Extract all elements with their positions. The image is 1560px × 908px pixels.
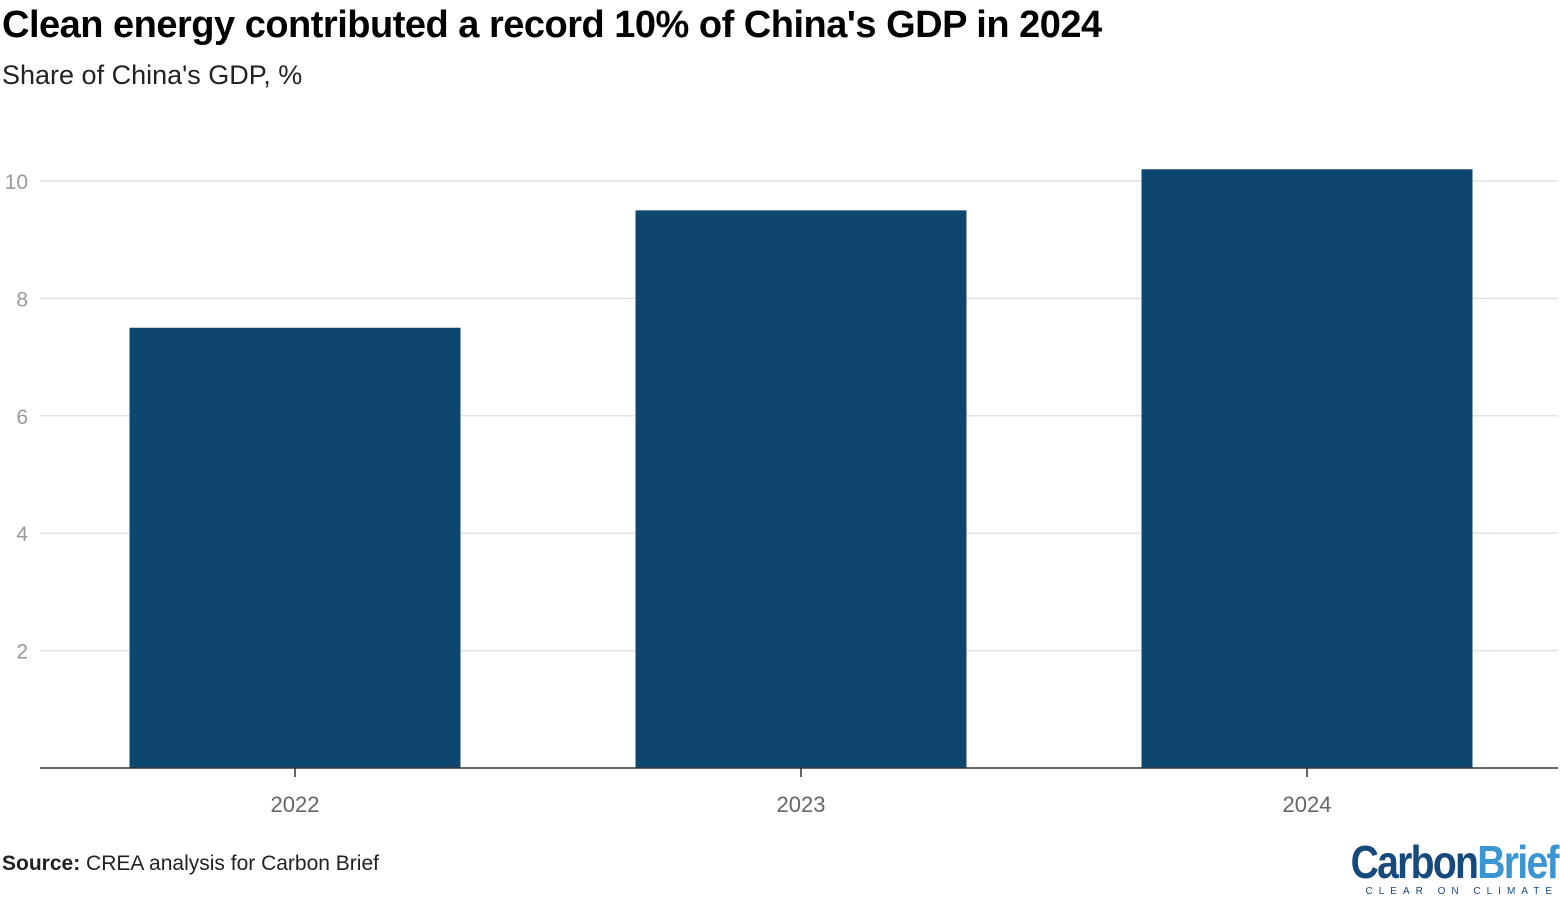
x-tick-label: 2023: [777, 792, 826, 817]
source-text: CREA analysis for Carbon Brief: [80, 852, 379, 875]
x-tick-label: 2024: [1283, 792, 1332, 817]
source-label: Source:: [2, 852, 81, 875]
source-note: Source: CREA analysis for Carbon Brief: [2, 852, 379, 876]
y-tick-label: 6: [16, 406, 28, 429]
x-tick-label: 2022: [271, 792, 320, 817]
logo-part2: Brief: [1477, 836, 1559, 888]
bar-2023: [635, 210, 967, 769]
logo-part1: Carbon: [1350, 836, 1479, 888]
chart-subtitle: Share of China's GDP, %: [2, 60, 303, 90]
carbon-brief-logo: CarbonBrief CLEAR ON CLIMATE: [1314, 839, 1560, 897]
bar-2024: [1141, 169, 1473, 768]
y-tick-label: 4: [16, 523, 28, 546]
chart-title: Clean energy contributed a record 10% of…: [2, 4, 1102, 46]
bar-2022: [129, 327, 461, 768]
y-tick-label: 10: [5, 171, 28, 194]
y-tick-label: 2: [16, 641, 28, 664]
logo-tagline: CLEAR ON CLIMATE: [1365, 886, 1558, 897]
y-tick-label: 8: [16, 288, 28, 311]
